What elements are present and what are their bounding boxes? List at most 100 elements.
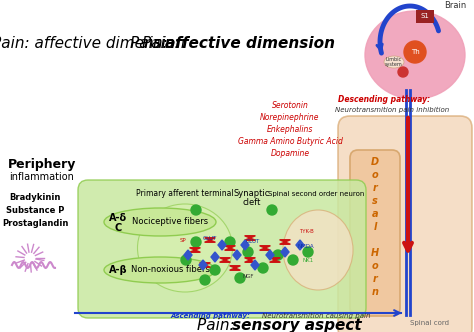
Text: Serotonin: Serotonin — [272, 101, 309, 110]
Text: Spinal cord: Spinal cord — [410, 320, 449, 326]
Polygon shape — [260, 246, 270, 248]
Polygon shape — [225, 246, 236, 248]
Circle shape — [225, 237, 235, 247]
Polygon shape — [296, 240, 304, 250]
Polygon shape — [211, 252, 219, 262]
Polygon shape — [233, 250, 241, 260]
Polygon shape — [260, 248, 270, 250]
Polygon shape — [184, 250, 192, 260]
Text: Substance P: Substance P — [6, 206, 64, 215]
Polygon shape — [245, 238, 255, 240]
Text: Pain:: Pain: — [143, 36, 185, 51]
Polygon shape — [200, 263, 210, 265]
Text: Limbic
system: Limbic system — [385, 56, 403, 67]
Ellipse shape — [384, 56, 404, 68]
Text: GLUT: GLUT — [246, 239, 260, 244]
Polygon shape — [245, 236, 255, 238]
Polygon shape — [266, 250, 274, 260]
Text: Synaptic: Synaptic — [234, 189, 270, 198]
Text: Spinal second order neuron: Spinal second order neuron — [268, 191, 364, 197]
Circle shape — [235, 273, 245, 283]
Polygon shape — [251, 260, 259, 270]
Polygon shape — [218, 240, 226, 250]
Polygon shape — [245, 258, 255, 260]
Text: l: l — [374, 222, 377, 232]
Text: r: r — [373, 183, 377, 193]
Text: Primary afferent terminal: Primary afferent terminal — [136, 189, 234, 198]
Polygon shape — [281, 247, 289, 257]
Circle shape — [191, 237, 201, 247]
Text: a: a — [372, 209, 378, 219]
Text: Bradykinin: Bradykinin — [9, 193, 61, 202]
Text: r: r — [373, 274, 377, 284]
Text: s: s — [372, 196, 378, 206]
Polygon shape — [190, 250, 201, 252]
Text: Pain:: Pain: — [130, 36, 173, 51]
Text: o: o — [372, 261, 378, 271]
Text: affective dimension: affective dimension — [165, 36, 335, 51]
Text: Neurotransmition pain inhibition: Neurotransmition pain inhibition — [335, 107, 449, 113]
Text: NGF: NGF — [242, 274, 254, 279]
Polygon shape — [280, 242, 291, 244]
Circle shape — [303, 247, 313, 257]
Polygon shape — [219, 258, 230, 260]
Ellipse shape — [104, 208, 216, 236]
Polygon shape — [205, 240, 215, 242]
Polygon shape — [205, 238, 215, 240]
Circle shape — [191, 205, 201, 215]
Text: Prostaglandin: Prostaglandin — [2, 219, 68, 228]
Polygon shape — [190, 248, 201, 250]
Polygon shape — [270, 260, 281, 262]
Polygon shape — [200, 265, 210, 267]
Text: GLUT: GLUT — [203, 236, 217, 241]
Text: inflammation: inflammation — [9, 172, 74, 182]
Polygon shape — [219, 260, 230, 262]
Polygon shape — [241, 240, 249, 250]
Text: Pain:: Pain: — [197, 318, 239, 332]
Text: Periphery: Periphery — [8, 158, 76, 171]
Text: Ascending pathway:: Ascending pathway: — [170, 313, 252, 319]
Polygon shape — [270, 258, 281, 260]
Text: Nociceptive fibers: Nociceptive fibers — [132, 217, 208, 226]
Text: C: C — [114, 223, 122, 233]
Text: H: H — [371, 248, 379, 258]
FancyBboxPatch shape — [350, 150, 400, 316]
Text: D: D — [371, 157, 379, 167]
Polygon shape — [229, 266, 240, 268]
Circle shape — [243, 247, 253, 257]
Text: Descending pathway:: Descending pathway: — [338, 95, 430, 104]
Text: Neurotransmition causing pain: Neurotransmition causing pain — [262, 313, 371, 319]
Text: cleft: cleft — [243, 198, 261, 207]
Text: SP: SP — [180, 238, 186, 243]
Text: Norepinephrine: Norepinephrine — [260, 113, 320, 122]
Polygon shape — [199, 260, 207, 270]
Polygon shape — [229, 268, 240, 270]
Polygon shape — [280, 240, 291, 242]
Text: Enkephalins: Enkephalins — [267, 125, 313, 134]
Text: Pain: affective dimension: Pain: affective dimension — [0, 36, 185, 51]
Circle shape — [273, 250, 283, 260]
Text: NK1: NK1 — [302, 258, 314, 263]
Text: Brain: Brain — [444, 1, 466, 10]
Circle shape — [210, 265, 220, 275]
Text: Non-noxious fibers: Non-noxious fibers — [130, 266, 210, 275]
Text: A-δ: A-δ — [109, 213, 127, 223]
Text: A-β: A-β — [109, 265, 128, 275]
Ellipse shape — [104, 257, 216, 283]
Circle shape — [288, 255, 298, 265]
Circle shape — [181, 255, 191, 265]
Circle shape — [398, 67, 408, 77]
Text: Gamma Amino Butyric Acid: Gamma Amino Butyric Acid — [237, 137, 342, 146]
FancyBboxPatch shape — [338, 116, 472, 332]
FancyBboxPatch shape — [416, 10, 434, 23]
Text: S1: S1 — [420, 13, 429, 19]
Circle shape — [267, 205, 277, 215]
Ellipse shape — [365, 11, 465, 99]
Text: NMDA: NMDA — [298, 244, 314, 249]
Text: TYK-B: TYK-B — [299, 229, 313, 234]
Polygon shape — [225, 248, 236, 250]
Text: n: n — [372, 287, 379, 297]
Ellipse shape — [137, 204, 233, 292]
Text: Th: Th — [410, 49, 419, 55]
Circle shape — [200, 275, 210, 285]
